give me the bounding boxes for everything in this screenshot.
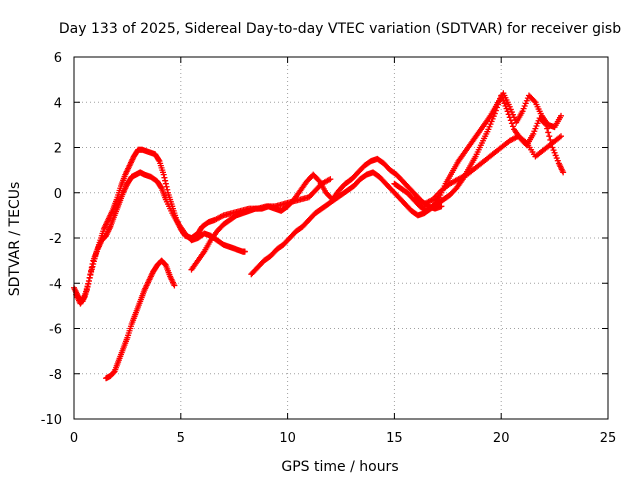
y-tick-label: -6 xyxy=(49,323,62,338)
data-point xyxy=(86,274,93,281)
data-point xyxy=(327,176,334,183)
x-tick-label: 5 xyxy=(177,431,185,446)
data-point xyxy=(88,267,95,274)
data-point xyxy=(171,282,178,289)
y-tick-label: -8 xyxy=(49,368,62,383)
axis-ticks: 0 5 10 15 20 25 -10 -8 -6 -4 -2 0 2 4 6 xyxy=(41,51,617,446)
data-point xyxy=(504,108,511,115)
data-point xyxy=(315,177,322,184)
x-tick-label: 20 xyxy=(493,431,510,446)
data-point xyxy=(162,177,169,184)
data-point xyxy=(558,112,565,119)
data-point xyxy=(438,203,445,210)
data-series xyxy=(71,90,567,382)
data-point xyxy=(162,180,169,187)
x-tick-label: 0 xyxy=(70,431,78,446)
data-point xyxy=(509,123,516,130)
data-point xyxy=(545,129,552,136)
y-tick-label: 0 xyxy=(54,187,62,202)
series-track-7 xyxy=(412,133,565,208)
y-axis-label: SDTVAR / TECUs xyxy=(7,182,23,297)
x-tick-label: 15 xyxy=(386,431,403,446)
data-point xyxy=(80,294,87,301)
y-tick-label: 4 xyxy=(54,96,62,111)
data-point xyxy=(546,133,553,140)
data-point xyxy=(558,133,565,140)
series-track-6 xyxy=(391,90,565,214)
data-point xyxy=(547,136,554,143)
y-tick-label: -10 xyxy=(41,413,62,428)
data-point xyxy=(85,277,92,284)
x-tick-label: 25 xyxy=(600,431,617,446)
data-point xyxy=(89,261,96,268)
data-point xyxy=(160,171,167,178)
data-point xyxy=(544,125,551,132)
y-tick-label: 2 xyxy=(54,142,62,157)
data-point xyxy=(161,174,168,181)
data-point xyxy=(560,169,567,176)
data-point xyxy=(241,248,248,255)
data-point xyxy=(163,183,170,190)
data-point xyxy=(155,156,162,163)
data-point xyxy=(508,120,515,127)
y-tick-label: -4 xyxy=(49,277,62,292)
data-point xyxy=(88,264,95,271)
data-point xyxy=(157,184,164,191)
x-tick-label: 10 xyxy=(279,431,296,446)
series-track-3 xyxy=(103,257,178,382)
chart-title: Day 133 of 2025, Sidereal Day-to-day VTE… xyxy=(59,21,621,37)
y-tick-label: -2 xyxy=(49,232,62,247)
y-tick-label: 6 xyxy=(54,51,62,66)
series-track-2 xyxy=(73,169,248,307)
x-axis-label: GPS time / hours xyxy=(281,459,398,475)
data-point xyxy=(531,98,538,105)
data-point xyxy=(87,271,94,278)
